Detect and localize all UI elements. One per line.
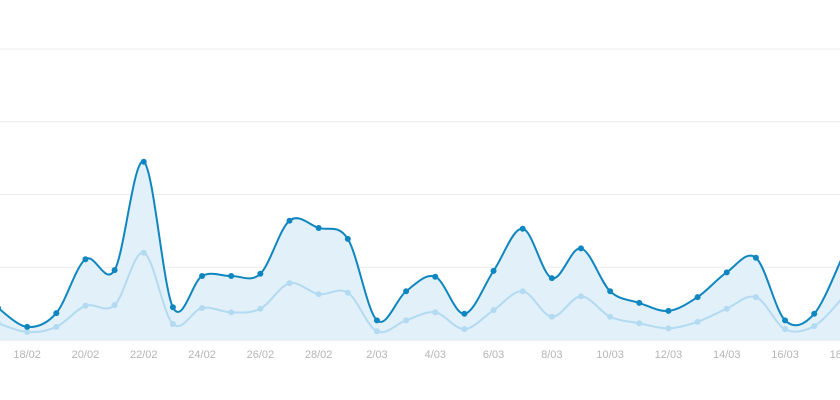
point [373,328,380,335]
point [636,320,643,327]
point [257,305,264,312]
point [811,323,818,330]
point [0,305,1,311]
point [607,313,614,320]
point [0,321,1,326]
point [782,326,789,333]
point [519,225,526,232]
point [315,224,322,231]
point [257,270,264,277]
point [140,158,147,165]
point [461,310,468,317]
point [228,272,235,279]
x-tick-label: 16/03 [771,349,799,361]
point [286,280,293,287]
point [111,267,118,274]
x-tick-label: 28/02 [305,349,333,361]
point [578,245,584,252]
point [24,328,31,335]
area [0,161,840,340]
point [548,275,555,282]
x-tick-label: 22/02 [130,349,158,361]
point [782,317,789,324]
x-tick-label: 12/03 [655,349,683,361]
point [344,235,351,242]
point [286,217,293,224]
point [811,310,818,317]
point [752,254,759,261]
point [24,323,31,330]
x-tick-label: 20/02 [72,349,100,361]
point [723,305,730,312]
point [373,317,380,324]
point [169,320,176,327]
point [82,302,89,309]
x-tick-label: 18/02 [13,349,41,361]
x-tick-label: 8/03 [541,349,562,361]
point [53,310,60,317]
point [315,291,322,298]
point [723,269,730,276]
point [432,309,439,316]
point [752,294,759,301]
point [694,294,701,301]
x-tick-label: 18/03 [830,349,840,361]
x-tick-label: 2/03 [366,349,387,361]
x-tick-label: 26/02 [247,349,275,361]
point [432,273,439,280]
x-tick-label: 14/03 [713,349,741,361]
x-tick-label: 6/03 [483,349,504,361]
point [82,256,89,263]
point [461,326,468,333]
point [403,288,410,295]
x-tick-label: 4/03 [425,349,446,361]
point [578,293,584,300]
point [607,288,614,295]
point [490,267,497,274]
point [636,299,643,306]
point [665,325,672,332]
point [548,313,555,320]
point [169,304,176,311]
point [111,302,118,309]
point [228,309,235,316]
point [403,317,410,324]
point [199,304,206,311]
x-tick-label: 10/03 [596,349,624,361]
point [199,272,206,279]
point [519,288,526,295]
point [490,307,497,314]
point [140,249,147,256]
x-tick-label: 24/02 [188,349,216,361]
point [694,318,701,325]
point [53,323,60,330]
point [344,289,351,296]
point [665,307,672,314]
